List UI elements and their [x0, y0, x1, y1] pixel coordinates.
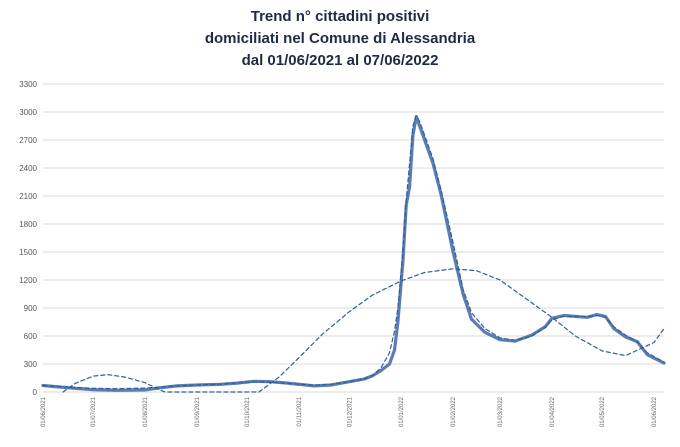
gridlines	[43, 83, 664, 393]
x-tick-label: 01/01/2022	[399, 396, 405, 427]
chart-title-line-1: Trend n° cittadini positivi	[250, 8, 430, 25]
y-tick-label: 1500	[19, 248, 37, 257]
y-tick-label: 3000	[19, 108, 37, 117]
x-tick-label: 01/12/2021	[347, 396, 353, 427]
chart-title-line-3: dal 01/06/2021 al 07/06/2022	[241, 52, 439, 69]
series-group	[41, 115, 666, 393]
x-axis-ticks: 01/06/2021 01/07/2021 01/08/2021 01/09/2021…	[41, 396, 658, 427]
x-tick-label: 01/07/2021	[91, 396, 97, 427]
series-line-1	[42, 115, 665, 390]
chart-title: Trend n° cittadini positivi domiciliati …	[0, 6, 680, 72]
series-line-2	[62, 268, 665, 393]
series-line-0	[41, 115, 666, 392]
y-tick-label: 900	[24, 304, 38, 313]
y-axis-ticks: 0 300 600 900 1200 1500 1800 2100 2400 2700 3000 33…	[19, 80, 37, 397]
y-tick-label: 0	[33, 388, 38, 397]
chart-title-line-2: domiciliati nel Comune di Alessandria	[204, 30, 476, 47]
x-tick-label: 01/06/2022	[652, 396, 658, 427]
x-tick-label: 01/08/2021	[143, 396, 149, 427]
y-tick-label: 1800	[19, 220, 37, 229]
y-tick-label: 2400	[19, 164, 37, 173]
x-tick-label: 01/10/2021	[245, 396, 251, 427]
y-tick-label: 3300	[19, 80, 37, 89]
y-tick-label: 600	[24, 332, 38, 341]
x-tick-label: 01/02/2022	[451, 396, 457, 427]
y-tick-label: 2700	[19, 136, 37, 145]
y-tick-label: 1200	[19, 276, 37, 285]
y-tick-label: 300	[24, 360, 38, 369]
x-tick-label: 01/11/2021	[297, 396, 303, 426]
x-tick-label: 01/09/2021	[195, 396, 201, 427]
x-tick-label: 01/05/2022	[600, 396, 606, 427]
y-tick-label: 2100	[19, 192, 37, 201]
x-tick-label: 01/06/2021	[41, 396, 47, 427]
x-tick-label: 01/04/2022	[550, 396, 556, 427]
x-tick-label: 01/03/2022	[498, 396, 504, 427]
